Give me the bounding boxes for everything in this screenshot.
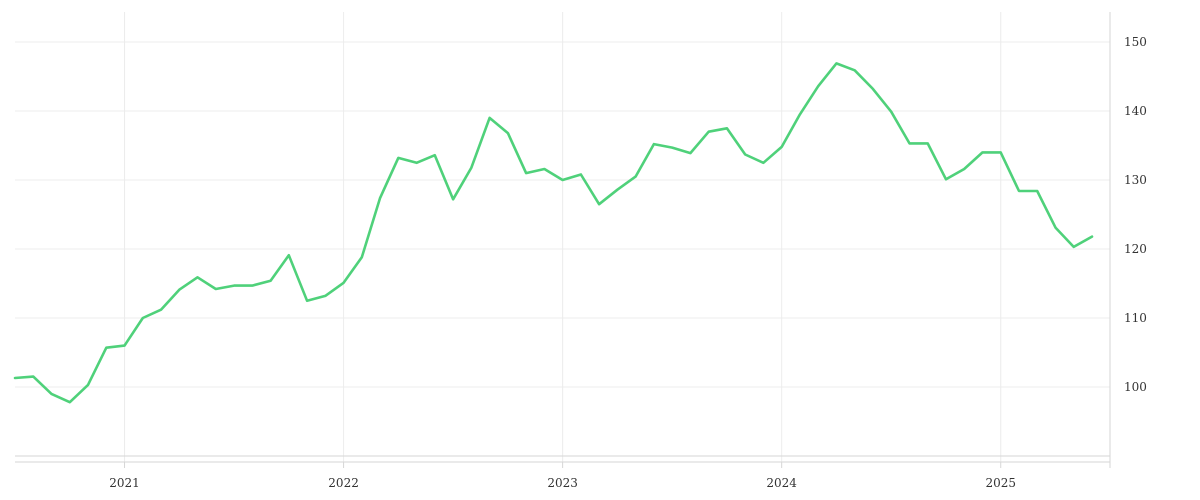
data-point (598, 203, 600, 205)
data-point (196, 276, 198, 278)
data-point (1000, 151, 1002, 153)
series-line (13, 62, 1094, 404)
data-point (1054, 226, 1056, 228)
data-point (835, 62, 837, 64)
data-point (708, 131, 710, 133)
data-point (616, 189, 618, 191)
data-point (69, 401, 71, 403)
x-tick-label: 2024 (766, 476, 797, 490)
x-tick-label: 2022 (328, 476, 359, 490)
data-point (32, 375, 34, 377)
data-point (306, 300, 308, 302)
data-point (671, 146, 673, 148)
y-tick-label: 100 (1124, 380, 1147, 394)
data-point (50, 393, 52, 395)
data-point (87, 384, 89, 386)
data-point (507, 132, 509, 134)
data-point (726, 127, 728, 129)
axis-layer (15, 12, 1111, 468)
data-point (269, 280, 271, 282)
grid-layer (15, 12, 1110, 462)
data-point (543, 168, 545, 170)
y-tick-label: 110 (1124, 311, 1147, 325)
data-point (470, 166, 472, 168)
y-tick-label: 120 (1124, 242, 1147, 256)
data-point (1091, 235, 1093, 237)
data-point (434, 154, 436, 156)
data-point (781, 146, 783, 148)
data-point (251, 284, 253, 286)
data-point (744, 153, 746, 155)
data-point (142, 317, 144, 319)
data-point (525, 172, 527, 174)
x-tick-label: 2023 (547, 476, 578, 490)
data-point (361, 256, 363, 258)
data-point (1018, 190, 1020, 192)
data-point (379, 197, 381, 199)
y-tick-label: 150 (1124, 35, 1147, 49)
data-point (452, 198, 454, 200)
data-point (908, 142, 910, 144)
data-point (580, 173, 582, 175)
y-tick-label: 130 (1124, 173, 1147, 187)
data-point (561, 179, 563, 181)
data-point (634, 175, 636, 177)
data-point (324, 295, 326, 297)
data-point (872, 88, 874, 90)
data-point (981, 151, 983, 153)
data-point (123, 344, 125, 346)
data-point (215, 288, 217, 290)
x-tick-label: 2025 (985, 476, 1016, 490)
series-layer (13, 62, 1094, 404)
data-point (1073, 246, 1075, 248)
data-point (963, 168, 965, 170)
data-point (415, 162, 417, 164)
data-point (1036, 190, 1038, 192)
data-point (178, 289, 180, 291)
data-point (342, 282, 344, 284)
y-tick-label: 140 (1124, 104, 1147, 118)
data-point (890, 111, 892, 113)
data-point (945, 178, 947, 180)
data-point (799, 113, 801, 115)
tick-label-layer: 100 110 120 130 140 150 2021 2022 2023 2024 2025 (109, 35, 1147, 490)
data-point (817, 85, 819, 87)
data-point (397, 157, 399, 159)
data-point (105, 347, 107, 349)
data-point (14, 377, 16, 379)
data-point (689, 152, 691, 154)
x-tick-label: 2021 (109, 476, 140, 490)
data-point (762, 162, 764, 164)
data-point (233, 284, 235, 286)
data-point (854, 69, 856, 71)
data-point (488, 117, 490, 119)
data-point (927, 142, 929, 144)
data-point (653, 143, 655, 145)
data-point (160, 309, 162, 311)
data-point (288, 254, 290, 256)
